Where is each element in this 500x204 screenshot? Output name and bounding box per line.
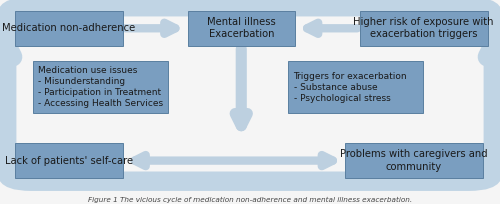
FancyBboxPatch shape <box>345 143 482 178</box>
Text: Medication non-adherence: Medication non-adherence <box>2 23 136 33</box>
Text: Problems with caregivers and
community: Problems with caregivers and community <box>340 149 488 172</box>
FancyBboxPatch shape <box>288 61 422 113</box>
FancyBboxPatch shape <box>188 11 295 46</box>
Text: Medication use issues
- Misunderstanding
- Participation in Treatment
- Accessin: Medication use issues - Misunderstanding… <box>38 66 164 108</box>
Text: Mental illness
Exacerbation: Mental illness Exacerbation <box>207 17 276 40</box>
FancyBboxPatch shape <box>32 61 168 113</box>
Text: Triggers for exacerbation
- Substance abuse
- Psychological stress: Triggers for exacerbation - Substance ab… <box>294 72 407 103</box>
FancyBboxPatch shape <box>360 11 488 46</box>
Text: Figure 1 The vicious cycle of medication non-adherence and mental illness exacer: Figure 1 The vicious cycle of medication… <box>88 197 412 203</box>
Text: Higher risk of exposure with
exacerbation triggers: Higher risk of exposure with exacerbatio… <box>354 17 494 40</box>
FancyBboxPatch shape <box>15 11 122 46</box>
Text: Lack of patients' self-care: Lack of patients' self-care <box>4 156 133 166</box>
FancyBboxPatch shape <box>15 143 122 178</box>
